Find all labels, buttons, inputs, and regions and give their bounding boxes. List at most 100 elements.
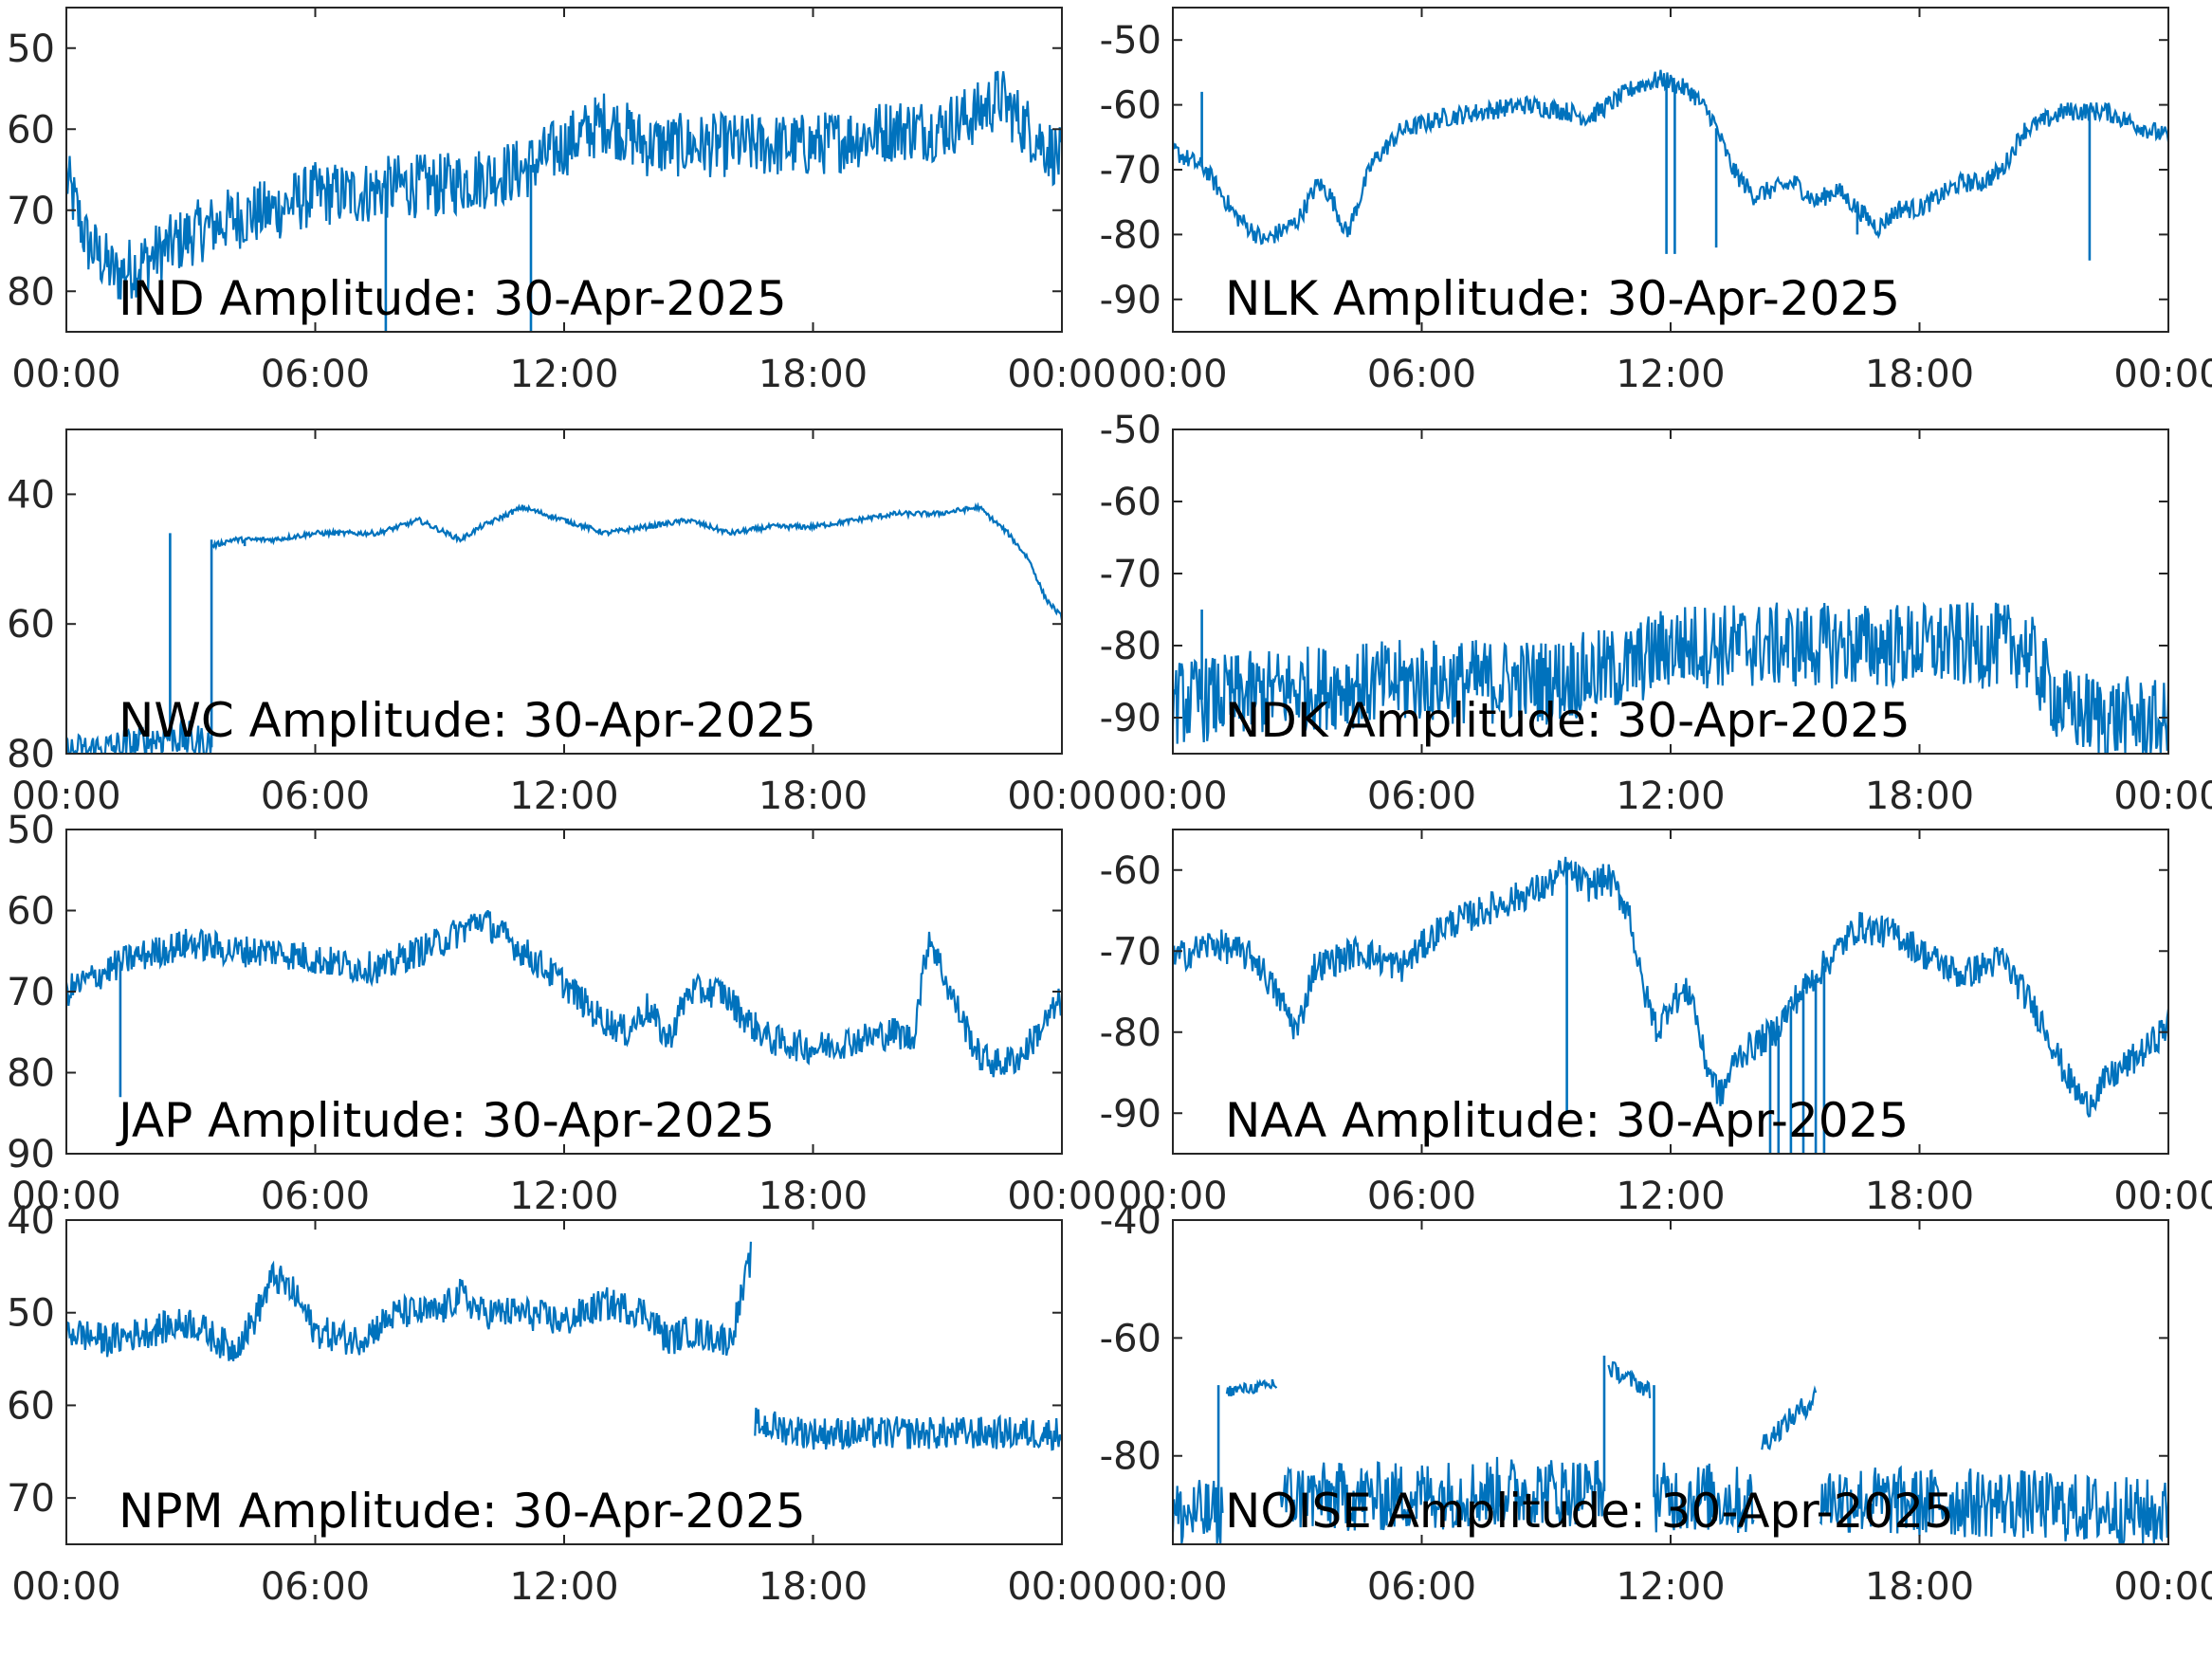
chart-panel-2: 00:00 06:00 12:00 18:00 00:00 -50 -60 -70 -80 -90… — [1100, 7, 2212, 396]
series-line-8-4 — [1607, 1361, 1652, 1398]
x-tick-label: 06:00 — [1367, 353, 1476, 396]
panel-title: NOISE Amplitude: 30-Apr-2025 — [1225, 1484, 1954, 1539]
panel-title: NLK Amplitude: 30-Apr-2025 — [1225, 271, 1900, 326]
y-tick-label: 80 — [7, 733, 55, 776]
y-tick-label: 50 — [7, 809, 55, 852]
x-tick-label: 00:00 — [11, 1175, 120, 1218]
series-line-8-3 — [1279, 1456, 1606, 1531]
panel-title: NWC Amplitude: 30-Apr-2025 — [119, 693, 816, 748]
y-tick-label: -50 — [1100, 409, 1161, 452]
x-tick-label: 00:00 — [2113, 1175, 2212, 1218]
x-tick-label: 00:00 — [1007, 775, 1116, 818]
x-tick-label: 00:00 — [1118, 775, 1227, 818]
x-tick-label: 00:00 — [1007, 353, 1116, 396]
x-tick-label: 18:00 — [759, 353, 868, 396]
y-tick-label: -70 — [1100, 553, 1161, 596]
y-tick-label: -90 — [1100, 279, 1161, 322]
x-tick-label: 18:00 — [759, 1175, 868, 1218]
x-tick-label: 18:00 — [1865, 1175, 1974, 1218]
y-tick-label: -90 — [1100, 697, 1161, 740]
y-tick-label: 60 — [7, 603, 55, 647]
chart-panel-7: 00:00 06:00 12:00 18:00 00:00 40 50 60 70 NPM Amp… — [7, 1199, 1117, 1609]
series-line-8-6 — [1761, 1385, 1818, 1450]
y-tick-label: 60 — [7, 890, 55, 934]
x-tick-label: 12:00 — [1616, 775, 1725, 818]
x-tick-label: 00:00 — [11, 775, 120, 818]
x-tick-label: 06:00 — [261, 353, 370, 396]
series-line-1-1 — [66, 70, 1062, 300]
y-tick-label: -80 — [1100, 1435, 1161, 1479]
y-tick-label: -80 — [1100, 213, 1161, 257]
x-tick-label: 18:00 — [759, 1565, 868, 1609]
panel-title: NAA Amplitude: 30-Apr-2025 — [1225, 1093, 1909, 1148]
x-tick-label: 00:00 — [1118, 1175, 1227, 1218]
y-tick-label: 70 — [7, 1477, 55, 1521]
series-line-8-7 — [1819, 1465, 2168, 1544]
x-tick-label: 18:00 — [1865, 775, 1974, 818]
x-tick-label: 18:00 — [759, 775, 868, 818]
x-tick-label: 12:00 — [509, 775, 618, 818]
y-tick-label: -80 — [1100, 1012, 1161, 1055]
y-tick-label: 70 — [7, 971, 55, 1014]
panel-title: JAP Amplitude: 30-Apr-2025 — [116, 1093, 775, 1148]
x-tick-label: 00:00 — [1118, 1565, 1227, 1609]
series-line-3-1 — [66, 719, 213, 754]
x-tick-label: 00:00 — [1118, 353, 1227, 396]
x-tick-label: 12:00 — [1616, 1565, 1725, 1609]
chart-panel-4: 00:00 06:00 12:00 18:00 00:00 -50 -60 -70 -80 -90… — [1100, 409, 2212, 818]
y-tick-label: 60 — [7, 1384, 55, 1428]
y-tick-label: 60 — [7, 108, 55, 152]
x-tick-label: 12:00 — [1616, 1175, 1725, 1218]
x-tick-label: 12:00 — [509, 353, 618, 396]
x-tick-label: 00:00 — [1007, 1565, 1116, 1609]
x-tick-label: 18:00 — [1865, 353, 1974, 396]
chart-panel-5: 00:00 06:00 12:00 18:00 00:00 50 60 70 80 90 JAP A… — [7, 809, 1117, 1218]
chart-panel-8: 00:00 06:00 12:00 18:00 00:00 -40 -60 -80 NOISE … — [1100, 1199, 2212, 1609]
y-tick-label: 90 — [7, 1133, 55, 1176]
panel-title: NPM Amplitude: 30-Apr-2025 — [119, 1484, 806, 1539]
y-tick-label: -80 — [1100, 625, 1161, 668]
x-tick-label: 06:00 — [261, 1175, 370, 1218]
y-tick-label: -50 — [1100, 19, 1161, 63]
y-tick-label: -60 — [1100, 849, 1161, 893]
y-tick-label: 40 — [7, 1199, 55, 1243]
x-tick-label: 06:00 — [1367, 775, 1476, 818]
series-line-8-2 — [1225, 1378, 1278, 1396]
x-tick-label: 12:00 — [509, 1565, 618, 1609]
series-line-4-1 — [1173, 601, 2168, 754]
x-tick-label: 12:00 — [509, 1175, 618, 1218]
x-tick-label: 12:00 — [1616, 353, 1725, 396]
x-tick-label: 00:00 — [2113, 353, 2212, 396]
y-tick-label: 80 — [7, 270, 55, 314]
y-tick-label: -40 — [1100, 1199, 1161, 1243]
x-tick-label: 00:00 — [11, 353, 120, 396]
y-tick-label: -70 — [1100, 149, 1161, 192]
chart-panel-6: 00:00 06:00 12:00 18:00 00:00 -60 -70 -80 -90 NAA… — [1100, 829, 2212, 1218]
series-line-7-1 — [66, 1241, 752, 1361]
y-tick-label: -60 — [1100, 481, 1161, 524]
series-line-6-1 — [1173, 856, 2168, 1118]
panel-title: NDK Amplitude: 30-Apr-2025 — [1225, 693, 1910, 748]
x-tick-label: 06:00 — [1367, 1565, 1476, 1609]
series-line-2-1 — [1173, 69, 2168, 246]
x-tick-label: 00:00 — [11, 1565, 120, 1609]
series-line-8-1 — [1173, 1480, 1224, 1544]
y-tick-label: 70 — [7, 190, 55, 233]
series-line-3-2 — [210, 501, 1062, 621]
series-line-8-5 — [1653, 1462, 1755, 1534]
panel-title: IND Amplitude: 30-Apr-2025 — [119, 271, 787, 326]
x-tick-label: 18:00 — [1865, 1565, 1974, 1609]
y-tick-label: 40 — [7, 473, 55, 517]
series-line-7-2 — [754, 1407, 1062, 1451]
x-tick-label: 06:00 — [261, 1565, 370, 1609]
y-tick-label: -60 — [1100, 1317, 1161, 1360]
y-tick-label: -60 — [1100, 84, 1161, 128]
x-tick-label: 06:00 — [1367, 1175, 1476, 1218]
y-tick-label: -70 — [1100, 930, 1161, 974]
x-tick-label: 00:00 — [2113, 775, 2212, 818]
series-line-5-1 — [66, 909, 1062, 1078]
x-tick-label: 06:00 — [261, 775, 370, 818]
x-tick-label: 00:00 — [1007, 1175, 1116, 1218]
y-tick-label: 80 — [7, 1052, 55, 1096]
